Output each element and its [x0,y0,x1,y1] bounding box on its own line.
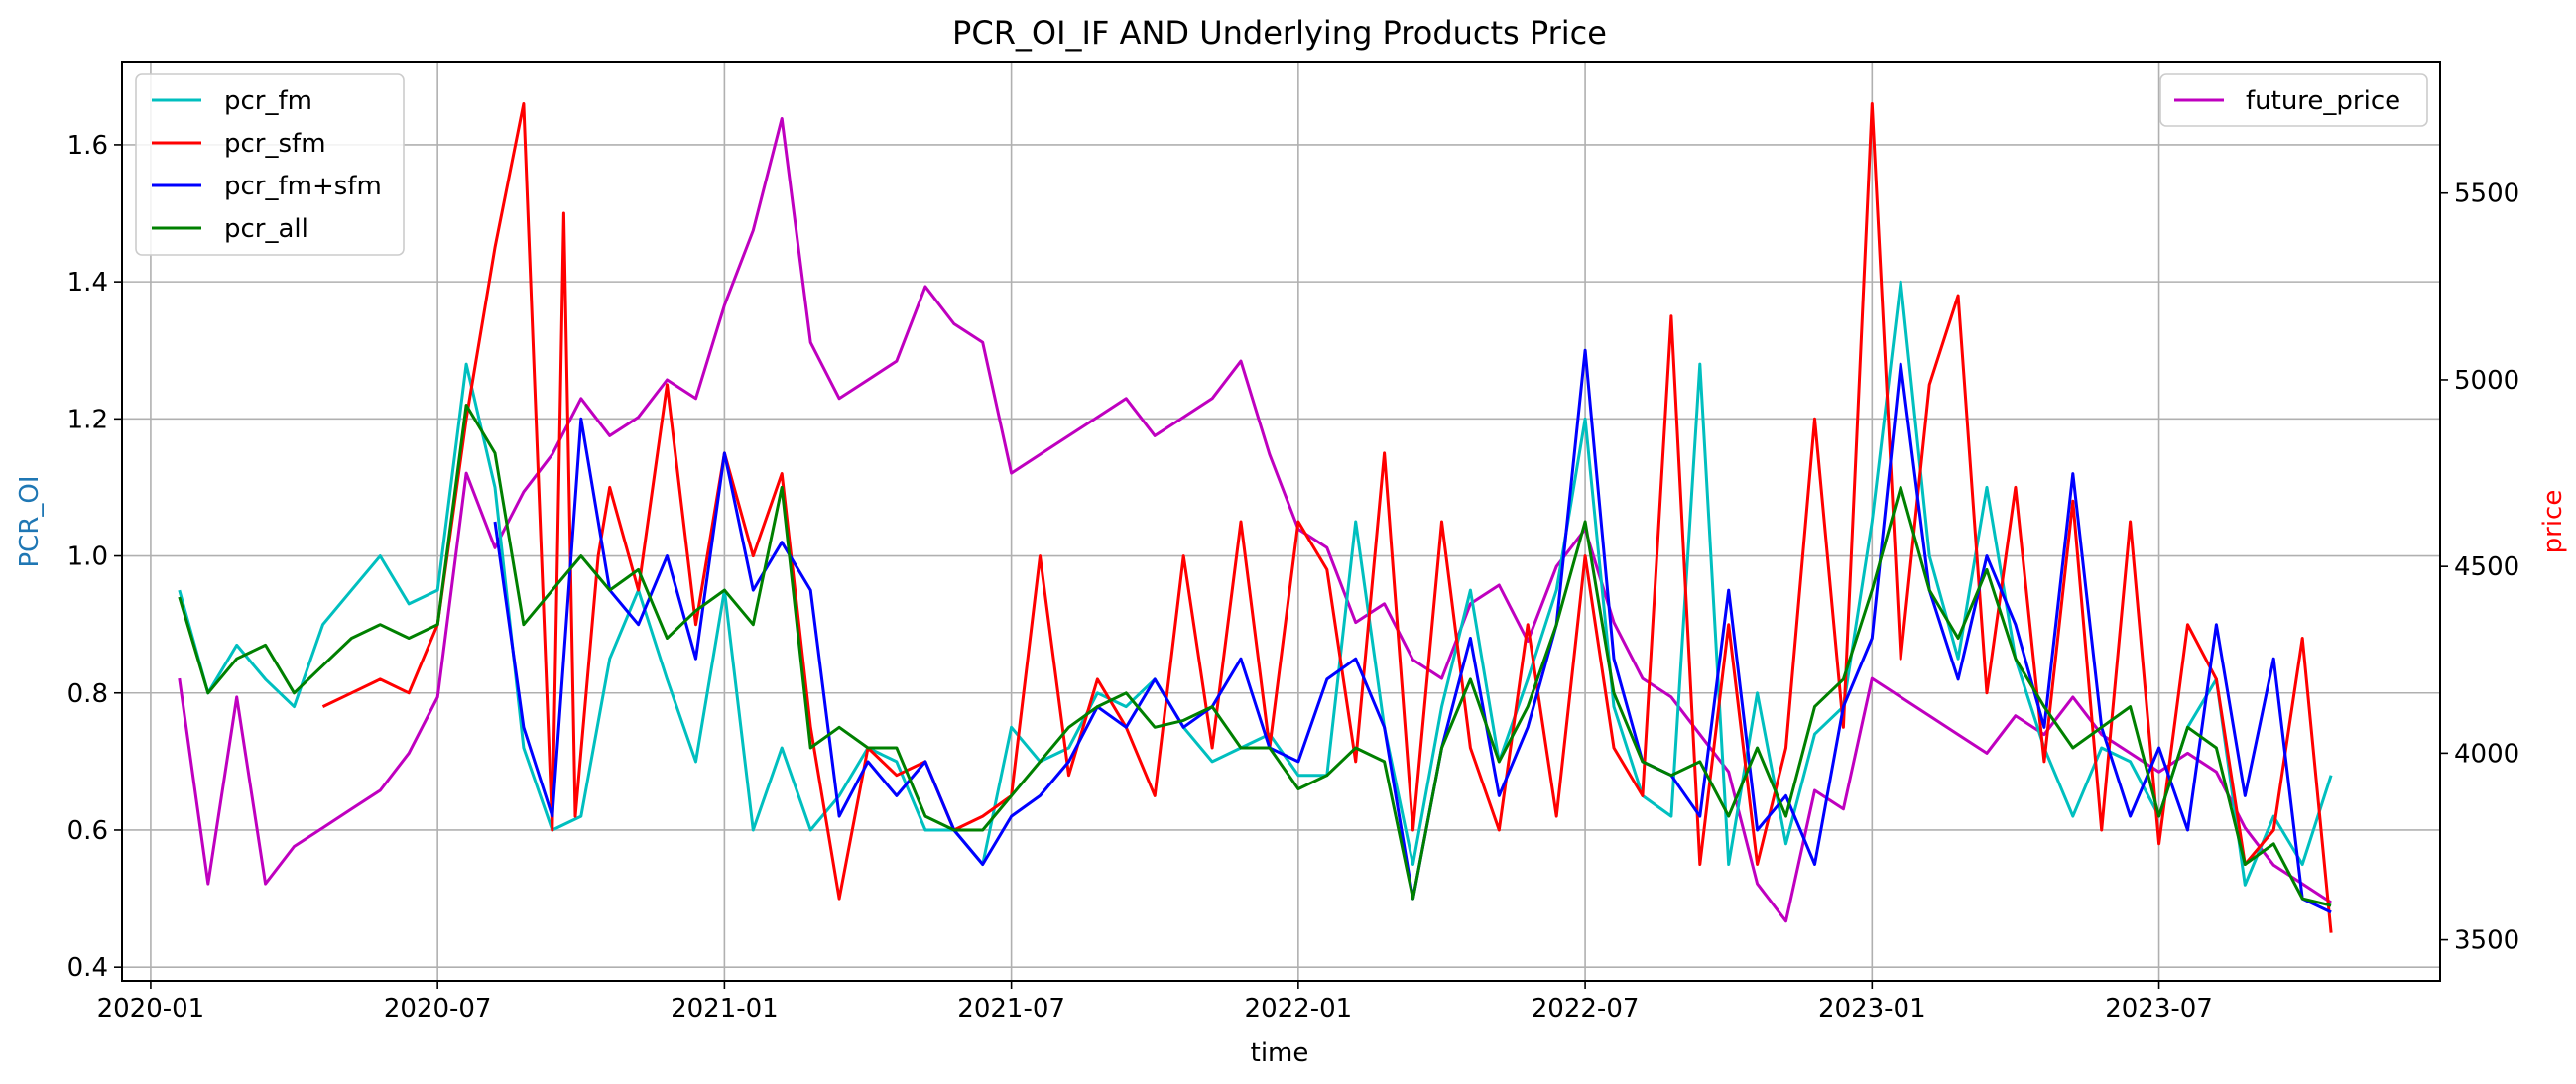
y-left-tick-label: 0.8 [67,679,108,709]
y-axis-right: 3500 4000 4500 5000 5500 [2440,180,2519,956]
y-right-tick-label: 5500 [2454,180,2519,209]
x-tick-label: 2021-07 [957,994,1065,1024]
legend-label: pcr_fm+sfm [224,172,382,201]
y-right-tick-label: 3500 [2454,926,2519,956]
series-line-pcr_fm [178,280,2333,887]
x-tick-label: 2023-01 [1818,994,1926,1024]
y-left-tick-label: 1.4 [67,268,108,298]
y-left-tick-label: 1.0 [67,542,108,572]
y-right-tick-label: 4000 [2454,739,2519,769]
y-left-tick-label: 1.2 [67,405,108,434]
legend-left-box [135,73,405,256]
y-left-tick-label: 0.6 [67,816,108,846]
y-axis-left-title: PCR_OI [15,475,45,567]
legend-label: future_price [2246,86,2400,116]
series-line-pcr_all [178,404,2332,907]
legend-right-box [2159,73,2428,127]
y-left-tick-label: 0.4 [67,953,108,983]
y-axis-right-title: price [2538,490,2568,554]
chart-title: PCR_OI_IF AND Underlying Products Price [952,14,1607,52]
legend-right: future_price [2159,73,2428,127]
grid-lines [122,62,2440,981]
x-tick-label: 2022-07 [1532,994,1640,1024]
legend-label: pcr_all [224,214,308,244]
axes-frame [121,61,2441,982]
series-layer [178,102,2333,933]
y-axis-left: 0.4 0.6 0.8 1.0 1.2 1.4 1.6 [67,131,122,983]
x-tick-label: 2023-07 [2105,994,2213,1024]
legend-label: pcr_fm [224,86,312,116]
series-line-pcr_sfm [321,102,2333,933]
x-tick-label: 2021-01 [671,994,779,1024]
legend-left: pcr_fm pcr_sfm pcr_fm+sfm pcr_all [135,73,405,256]
y-right-tick-label: 4500 [2454,552,2519,582]
x-tick-label: 2022-01 [1245,994,1353,1024]
y-right-tick-label: 5000 [2454,366,2519,396]
x-tick-label: 2020-07 [384,994,492,1024]
x-axis-title: time [1251,1038,1309,1068]
x-axis: 2020-01 2020-07 2021-01 2021-07 2022-01 2022-… [97,981,2213,1024]
x-tick-label: 2020-01 [97,994,205,1024]
legend-label: pcr_sfm [224,129,326,159]
y-left-tick-label: 1.6 [67,131,108,161]
